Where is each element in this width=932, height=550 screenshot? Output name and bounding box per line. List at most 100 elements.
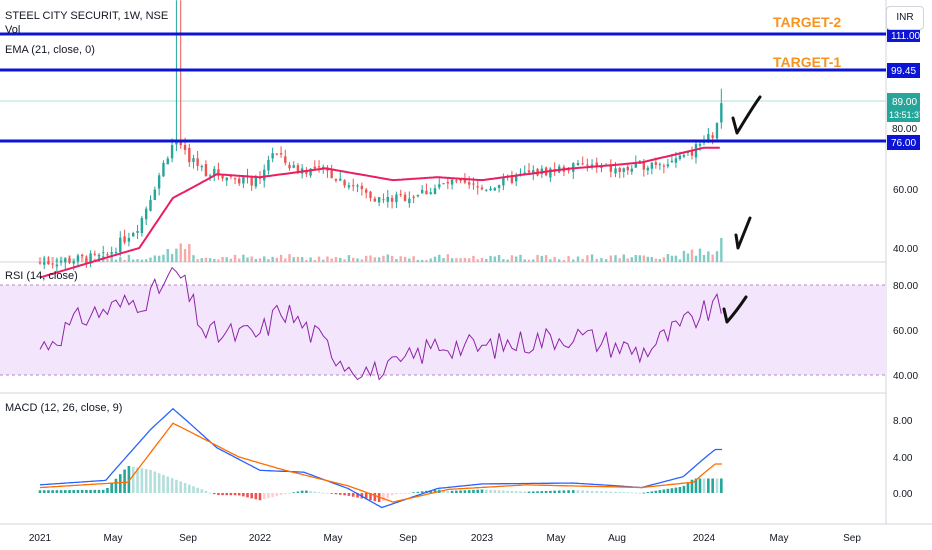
volume-bar bbox=[377, 257, 381, 262]
candle-body bbox=[296, 165, 300, 173]
macd-tick-label: 4.00 bbox=[893, 453, 913, 464]
candle-body bbox=[369, 191, 372, 198]
currency-button[interactable]: INR bbox=[886, 6, 924, 30]
candle-body bbox=[188, 147, 191, 163]
candle-body bbox=[72, 261, 75, 264]
volume-bar bbox=[364, 255, 368, 262]
rsi-line bbox=[39, 266, 722, 381]
volume-bar bbox=[416, 259, 420, 262]
candle-body bbox=[221, 175, 224, 179]
target1-label: TARGET-1 bbox=[773, 54, 841, 70]
candle-body bbox=[382, 199, 385, 201]
candle-body bbox=[352, 185, 355, 187]
volume-bar bbox=[450, 258, 454, 262]
volume-bar bbox=[284, 258, 287, 262]
candle-body bbox=[373, 198, 377, 202]
candle-body bbox=[356, 185, 359, 187]
candle-body bbox=[55, 264, 59, 267]
candle-body bbox=[144, 208, 148, 220]
volume-bar bbox=[170, 254, 174, 262]
candle-body bbox=[682, 154, 686, 157]
candle-body bbox=[254, 177, 258, 187]
candle-body bbox=[343, 180, 346, 186]
macd-hist-bar bbox=[382, 493, 385, 502]
macd-hist-bar bbox=[567, 490, 570, 493]
macd-hist-bar bbox=[246, 493, 249, 498]
macd-hist-bar bbox=[63, 490, 67, 493]
candle-body bbox=[514, 175, 518, 182]
macd-hist-bar bbox=[288, 493, 291, 494]
macd-hist-bar bbox=[678, 486, 682, 493]
macd-hist-bar bbox=[80, 489, 84, 493]
volume-bar bbox=[642, 255, 646, 262]
candle-body bbox=[480, 187, 484, 190]
time-tick-label: 2021 bbox=[29, 533, 52, 544]
time-tick-label: Sep bbox=[399, 533, 417, 544]
tag-99: 99.45 bbox=[891, 66, 916, 77]
tag-111: 111.00 bbox=[891, 31, 921, 42]
macd-hist-bar bbox=[536, 491, 539, 493]
volume-bar bbox=[263, 256, 266, 262]
macd-hist-bar bbox=[229, 493, 233, 496]
candle-body bbox=[576, 162, 580, 166]
macd-hist-bar bbox=[258, 493, 262, 501]
macd-tick-label: 0.00 bbox=[893, 489, 913, 500]
candle-body bbox=[51, 263, 54, 265]
volume-bar bbox=[514, 256, 518, 262]
candle-body bbox=[263, 169, 266, 181]
candle-body bbox=[442, 183, 445, 185]
volume-bar bbox=[572, 259, 575, 262]
volume-bar bbox=[666, 254, 670, 262]
candle-body bbox=[330, 170, 333, 179]
candle-body bbox=[38, 262, 42, 264]
volume-bar bbox=[502, 259, 505, 262]
candle-body bbox=[377, 197, 381, 203]
volume-bar bbox=[399, 256, 402, 262]
volume-bar bbox=[208, 258, 212, 262]
macd-hist-bar bbox=[694, 478, 698, 493]
macd-hist-bar bbox=[347, 493, 351, 496]
candle-body bbox=[455, 180, 458, 182]
macd-hist-bar bbox=[586, 490, 589, 493]
candle-body bbox=[238, 178, 241, 184]
macd-hist-bar bbox=[403, 493, 407, 494]
macd-hist-bar bbox=[317, 492, 321, 493]
volume-bar bbox=[429, 258, 432, 262]
candle-body bbox=[136, 231, 139, 233]
candle-body bbox=[446, 182, 450, 184]
volume-bar bbox=[127, 254, 131, 262]
candle-body bbox=[313, 166, 317, 169]
macd-hist-bar bbox=[412, 492, 415, 494]
volume-bar bbox=[609, 255, 613, 262]
volume-bar bbox=[72, 258, 75, 262]
candle-body bbox=[80, 254, 84, 257]
candle-body bbox=[213, 168, 216, 176]
volume-bar bbox=[204, 257, 208, 262]
macd-hist-bar bbox=[634, 492, 638, 494]
symbol-title[interactable]: STEEL CITY SECURIT, 1W, NSE bbox=[5, 10, 169, 22]
macd-hist-bar bbox=[300, 490, 304, 493]
volume-bar bbox=[467, 258, 471, 262]
volume-bar bbox=[463, 257, 467, 262]
candle-body bbox=[102, 252, 105, 254]
macd-hist-bar bbox=[467, 490, 471, 493]
target2-label: TARGET-2 bbox=[773, 14, 841, 30]
volume-bar bbox=[485, 258, 488, 262]
candles bbox=[38, 0, 723, 274]
macd-hist-bar bbox=[484, 489, 488, 493]
volume-bar bbox=[682, 250, 686, 262]
volume-bar bbox=[586, 255, 589, 262]
macd-hist-bar bbox=[576, 490, 580, 493]
volume-bar bbox=[275, 257, 279, 262]
volume-bar bbox=[600, 257, 603, 262]
volume-bar bbox=[254, 259, 258, 262]
volume-bar bbox=[144, 259, 148, 262]
time-tick-label: 2023 bbox=[471, 533, 494, 544]
macd-hist-bar bbox=[254, 493, 258, 500]
candle-body bbox=[646, 167, 650, 171]
candle-body bbox=[614, 168, 617, 174]
macd-hist-bar bbox=[330, 493, 333, 494]
time-tick-label: 2024 bbox=[693, 533, 716, 544]
rsi-label: RSI (14, close) bbox=[5, 270, 78, 282]
